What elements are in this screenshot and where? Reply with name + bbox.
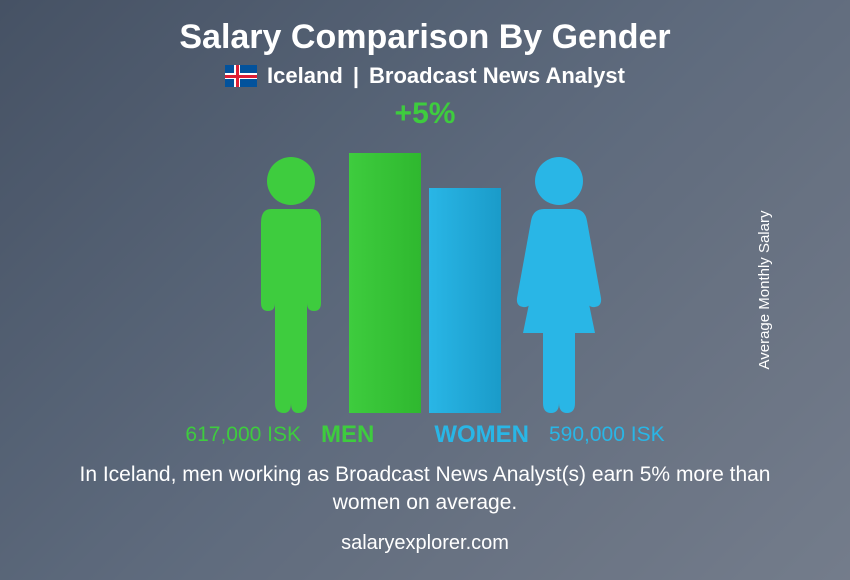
description-text: In Iceland, men working as Broadcast New… xyxy=(45,461,805,518)
woman-icon xyxy=(509,153,609,413)
women-figure-col xyxy=(509,133,609,413)
chart-area xyxy=(241,133,609,413)
men-bar xyxy=(349,153,421,413)
man-icon xyxy=(241,153,341,413)
source-label: salaryexplorer.com xyxy=(341,532,509,555)
separator: | xyxy=(353,63,359,89)
women-salary: 590,000 ISK xyxy=(549,423,665,447)
percent-difference: +5% xyxy=(395,97,456,131)
iceland-flag-icon xyxy=(225,65,257,87)
main-title: Salary Comparison By Gender xyxy=(179,18,670,57)
labels-row: 617,000 ISK MEN WOMEN 590,000 ISK xyxy=(30,421,820,449)
women-bar xyxy=(429,188,501,413)
subtitle-row: Iceland | Broadcast News Analyst xyxy=(225,63,625,89)
job-title-label: Broadcast News Analyst xyxy=(369,63,625,89)
y-axis-label: Average Monthly Salary xyxy=(756,211,773,370)
men-figure-col xyxy=(241,133,341,413)
men-salary: 617,000 ISK xyxy=(185,423,301,447)
men-label: MEN xyxy=(321,421,374,449)
location-label: Iceland xyxy=(267,63,343,89)
infographic-content: Salary Comparison By Gender Iceland | Br… xyxy=(0,0,850,580)
women-label: WOMEN xyxy=(434,421,529,449)
